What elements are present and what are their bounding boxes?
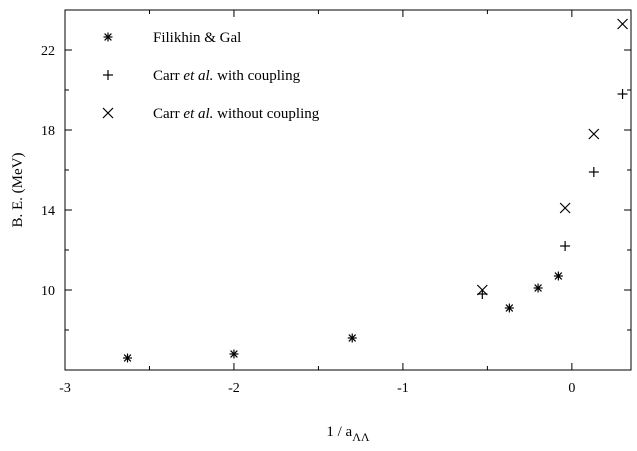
legend-label-part: et al. (183, 106, 213, 122)
data-point-cross (617, 18, 628, 30)
data-point-cross (588, 128, 600, 140)
y-tick-label: 10 (41, 284, 55, 299)
data-point-plus (617, 89, 628, 99)
x-axis-label-main: 1 / a (326, 424, 352, 440)
x-axis-ticks: -3 -2 -1 0 (59, 10, 575, 396)
legend-label: Filikhin & Gal (153, 30, 241, 46)
marker-stroke (559, 202, 571, 214)
legend-label-part: Carr (153, 68, 183, 84)
y-tick-label: 14 (41, 204, 55, 219)
marker-stroke (348, 334, 357, 342)
data-point-asterisk (504, 303, 514, 313)
legend-label: Carr et al. with coupling (153, 68, 301, 84)
x-tick-label: -2 (228, 381, 240, 396)
legend-label-part: Filikhin & Gal (153, 30, 241, 46)
data-point-cross (559, 202, 571, 214)
x-tick-label: 0 (568, 381, 575, 396)
legend-label-part: with coupling (213, 68, 300, 84)
marker-stroke (104, 33, 112, 41)
y-axis-ticks: 10 14 18 22 (41, 9, 631, 331)
data-point-asterisk (123, 353, 133, 363)
marker-stroke (534, 284, 542, 292)
x-tick-label: -1 (397, 381, 409, 396)
marker-stroke (617, 18, 628, 30)
marker-stroke (123, 354, 132, 362)
x-tick-label: -3 (59, 381, 71, 396)
marker-stroke (102, 107, 114, 119)
data-point-asterisk (533, 283, 543, 293)
legend-label-part: et al. (183, 68, 213, 84)
legend-label-part: without coupling (213, 106, 319, 122)
legend-label: Carr et al. without coupling (153, 106, 320, 122)
data-point-asterisk (347, 333, 357, 343)
legend-marker-plus (103, 70, 113, 80)
data-points (123, 18, 628, 363)
y-tick-label: 18 (41, 124, 55, 139)
data-point-cross (476, 284, 488, 296)
marker-stroke (505, 304, 514, 312)
legend-label-part: Carr (153, 106, 183, 122)
plot-frame (64, 9, 632, 371)
marker-stroke (554, 272, 563, 280)
data-point-asterisk (229, 349, 239, 359)
x-axis-label-subscript: ΛΛ (352, 430, 370, 444)
data-point-asterisk (553, 271, 563, 281)
y-axis-label: B. E. (MeV) (10, 153, 26, 228)
marker-stroke (230, 350, 238, 358)
legend-marker-asterisk (103, 32, 113, 42)
data-point-plus (560, 241, 571, 251)
legend-marker-cross (102, 107, 114, 119)
y-tick-label: 22 (41, 44, 55, 59)
marker-stroke (588, 128, 600, 140)
data-point-plus (588, 167, 599, 177)
marker-stroke (476, 284, 488, 296)
x-axis-label: 1 / aΛΛ (326, 424, 370, 444)
